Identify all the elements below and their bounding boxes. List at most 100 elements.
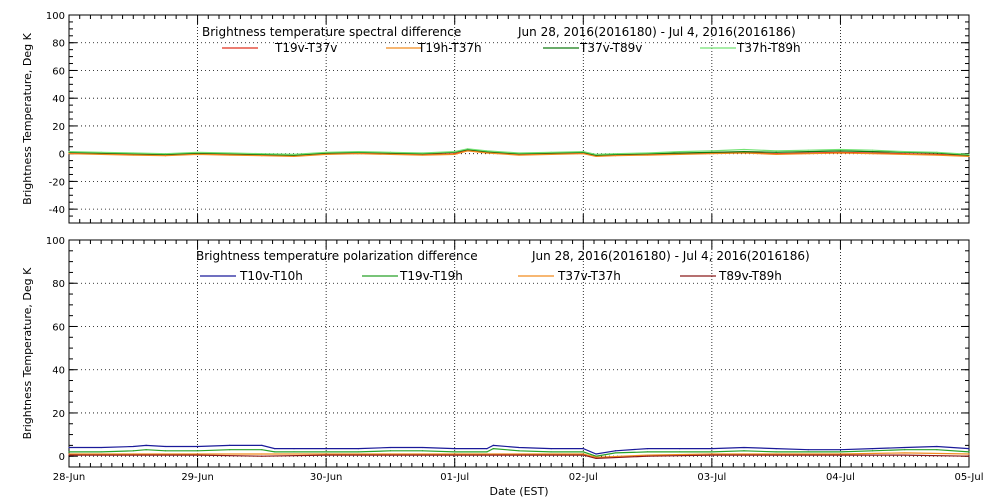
data-point (164, 445, 167, 448)
data-point (679, 152, 681, 154)
data-point (936, 154, 938, 156)
data-point (100, 151, 102, 153)
data-point (646, 448, 649, 450)
data-point (229, 152, 231, 154)
data-point (595, 456, 597, 458)
data-point (614, 155, 617, 157)
y-tick-label: 80 (52, 279, 65, 290)
data-point (518, 154, 520, 156)
data-point (229, 444, 231, 446)
data-point (518, 453, 520, 455)
data-point (968, 451, 970, 453)
data-point (357, 150, 359, 153)
y-tick-label: -40 (49, 205, 65, 216)
data-point (261, 455, 263, 457)
x-tick-label: 29-Jun (181, 472, 214, 483)
data-point (775, 454, 777, 456)
data-point (492, 444, 494, 446)
data-point (261, 155, 263, 157)
data-point (261, 444, 263, 446)
y-tick-label: 0 (59, 150, 65, 161)
legend-label: T37v-T89v (579, 41, 642, 55)
chart-title: Brightness temperature polarization diff… (196, 249, 478, 263)
data-point (196, 153, 199, 155)
data-point (646, 451, 649, 453)
x-tick-label: 03-Jul (697, 472, 726, 483)
legend-label: T37v-T37h (557, 269, 621, 283)
data-point (550, 151, 552, 153)
y-tick-label: 100 (46, 11, 65, 22)
y-axis-label: Brightness Temperature, Deg K (21, 267, 34, 439)
data-point (357, 448, 359, 450)
data-point (743, 450, 745, 452)
y-tick-label: 40 (52, 366, 65, 377)
data-point (454, 448, 456, 450)
x-tick-label: 30-Jun (310, 472, 343, 483)
y-tick-label: 40 (52, 94, 65, 105)
data-point (679, 150, 681, 153)
data-point (68, 446, 70, 449)
y-tick-label: -20 (49, 177, 65, 188)
data-point (614, 452, 617, 454)
data-point (196, 453, 199, 455)
data-point (274, 451, 276, 453)
data-point (646, 154, 649, 156)
data-point (775, 153, 777, 155)
series-line (69, 444, 970, 455)
data-point (839, 454, 842, 456)
data-point (595, 155, 597, 158)
data-point (325, 151, 327, 153)
data-point (389, 454, 392, 456)
data-point (614, 450, 617, 452)
data-point (196, 151, 199, 153)
date-range: Jun 28, 2016(2016180) - Jul 4, 2016(2016… (531, 249, 810, 263)
data-point (466, 148, 469, 150)
data-point (743, 148, 745, 151)
data-point (486, 448, 488, 450)
legend-label: T19v-T19h (399, 269, 463, 283)
data-point (518, 446, 520, 449)
data-point (132, 453, 134, 455)
data-point (132, 454, 134, 456)
data-point (582, 451, 584, 453)
data-point (145, 449, 147, 451)
data-point (968, 455, 970, 457)
y-tick-label: 80 (52, 39, 65, 50)
data-point (132, 154, 134, 156)
data-point (454, 150, 456, 153)
data-point (839, 451, 842, 453)
data-point (261, 449, 263, 451)
data-point (164, 155, 167, 157)
data-point (839, 148, 842, 151)
data-point (679, 448, 681, 450)
data-point (968, 155, 970, 158)
chart-title: Brightness temperature spectral differen… (202, 25, 461, 39)
y-tick-label: 20 (52, 409, 65, 420)
x-tick-label: 05-Jul (955, 472, 984, 483)
data-point (807, 150, 809, 153)
data-point (454, 453, 456, 455)
y-tick-label: 0 (59, 452, 65, 463)
data-point (711, 451, 713, 453)
data-point (293, 451, 295, 453)
data-point (68, 153, 70, 155)
data-point (582, 454, 584, 456)
x-tick-label: 04-Jul (826, 472, 855, 483)
data-point (325, 453, 327, 455)
y-axis-label: Brightness Temperature, Deg K (21, 32, 34, 204)
data-point (904, 449, 906, 451)
data-point (904, 446, 906, 449)
data-point (421, 446, 424, 449)
y-tick-label: 60 (52, 66, 65, 77)
data-point (595, 153, 597, 155)
data-point (421, 154, 424, 156)
x-tick-label: 01-Jul (440, 472, 469, 483)
data-point (68, 451, 70, 453)
data-point (550, 448, 552, 450)
y-tick-label: 100 (46, 236, 65, 247)
data-point (871, 149, 874, 151)
data-point (229, 449, 231, 451)
data-point (807, 449, 809, 451)
data-point (936, 445, 938, 448)
data-point (518, 454, 520, 456)
